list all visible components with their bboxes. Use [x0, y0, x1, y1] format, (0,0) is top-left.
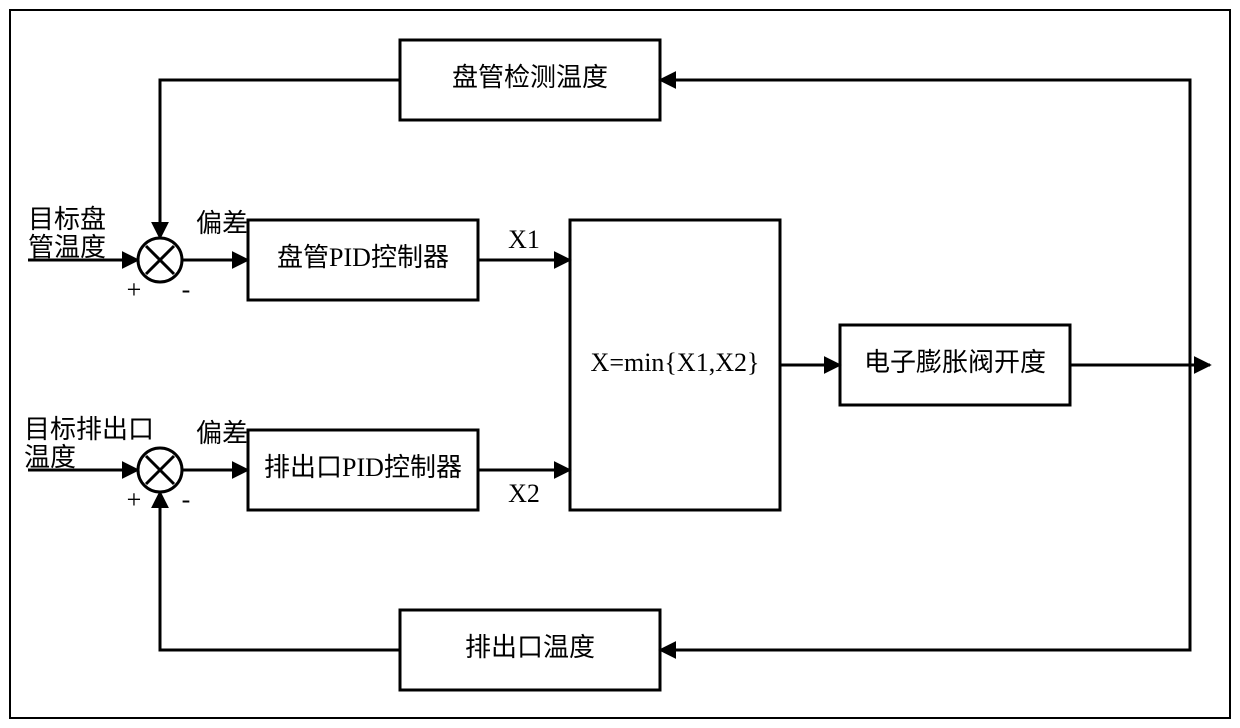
input1-label-l1: 目标盘: [28, 205, 106, 234]
sum2-bias-label: 偏差: [196, 419, 248, 448]
sum1-plus: +: [127, 275, 142, 304]
sum2-minus: -: [182, 485, 191, 514]
fb-top-label: 盘管检测温度: [452, 63, 608, 92]
min-label: X=min{X1,X2}: [591, 348, 760, 377]
fb-bot-label: 排出口温度: [465, 633, 595, 662]
input1-label-l2: 管温度: [28, 233, 106, 262]
x2-label: X2: [508, 479, 540, 508]
valve-label: 电子膨胀阀开度: [864, 348, 1046, 377]
wire-fb-bot-out: [160, 492, 400, 650]
input2-label-l1: 目标排出口: [24, 415, 154, 444]
sum1-bias-label: 偏差: [196, 209, 248, 238]
pid1-label: 盘管PID控制器: [277, 243, 449, 272]
sum1-minus: -: [182, 275, 191, 304]
pid2-label: 排出口PID控制器: [264, 453, 462, 482]
input2-label-l2: 温度: [24, 443, 76, 472]
x1-label: X1: [508, 225, 540, 254]
sum2-plus: +: [127, 485, 142, 514]
